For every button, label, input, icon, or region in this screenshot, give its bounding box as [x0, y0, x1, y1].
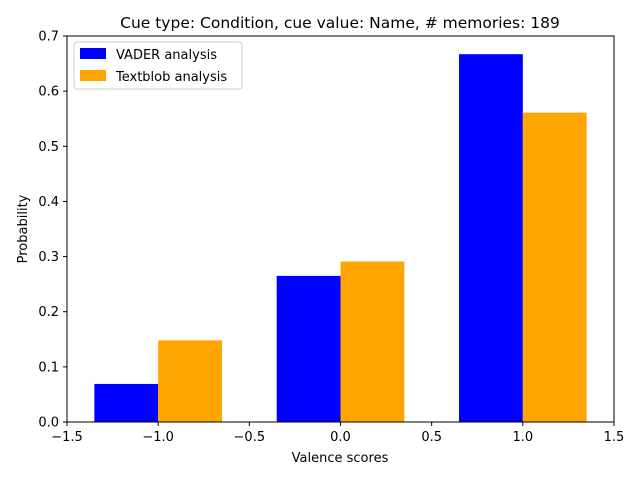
bar-textblob-1 — [340, 261, 405, 422]
bars-group — [94, 54, 587, 423]
y-tick-label: 0.3 — [38, 250, 59, 265]
x-tick-label: 0.5 — [421, 430, 442, 445]
y-axis-label: Probability — [16, 194, 31, 263]
legend: VADER analysis Textblob analysis — [73, 41, 243, 90]
legend-box — [73, 41, 243, 90]
y-tick-label: 0.7 — [38, 30, 59, 45]
bar-vader-0 — [94, 383, 159, 422]
bar-textblob-0 — [158, 340, 222, 422]
y-tick-label: 0.1 — [38, 360, 59, 375]
x-tick-label: 0.0 — [330, 430, 351, 445]
bar-vader-1 — [276, 275, 341, 422]
y-tick-label: 0.5 — [38, 140, 59, 155]
x-tick-label: −0.5 — [234, 430, 266, 445]
x-axis-ticks: −1.5 −1.0 −0.5 0.0 0.5 1.0 1.5 — [51, 422, 624, 445]
legend-label-textblob: Textblob analysis — [115, 70, 227, 85]
y-tick-label: 0.0 — [38, 416, 59, 431]
x-tick-label: −1.5 — [51, 430, 83, 445]
legend-label-vader: VADER analysis — [116, 48, 217, 63]
y-tick-label: 0.6 — [38, 85, 59, 100]
chart-title: Cue type: Condition, cue value: Name, # … — [120, 14, 560, 32]
legend-swatch-textblob — [80, 70, 106, 81]
x-tick-label: 1.0 — [512, 430, 533, 445]
bar-vader-2 — [459, 54, 523, 422]
x-axis-label: Valence scores — [292, 451, 389, 466]
y-tick-label: 0.2 — [38, 305, 59, 320]
x-tick-label: 1.5 — [604, 430, 625, 445]
x-tick-label: −1.0 — [142, 430, 174, 445]
y-axis-ticks: 0.0 0.1 0.2 0.3 0.4 0.5 0.6 0.7 — [38, 30, 67, 431]
bar-textblob-2 — [522, 112, 587, 423]
y-tick-label: 0.4 — [38, 195, 59, 210]
legend-swatch-vader — [80, 48, 106, 59]
